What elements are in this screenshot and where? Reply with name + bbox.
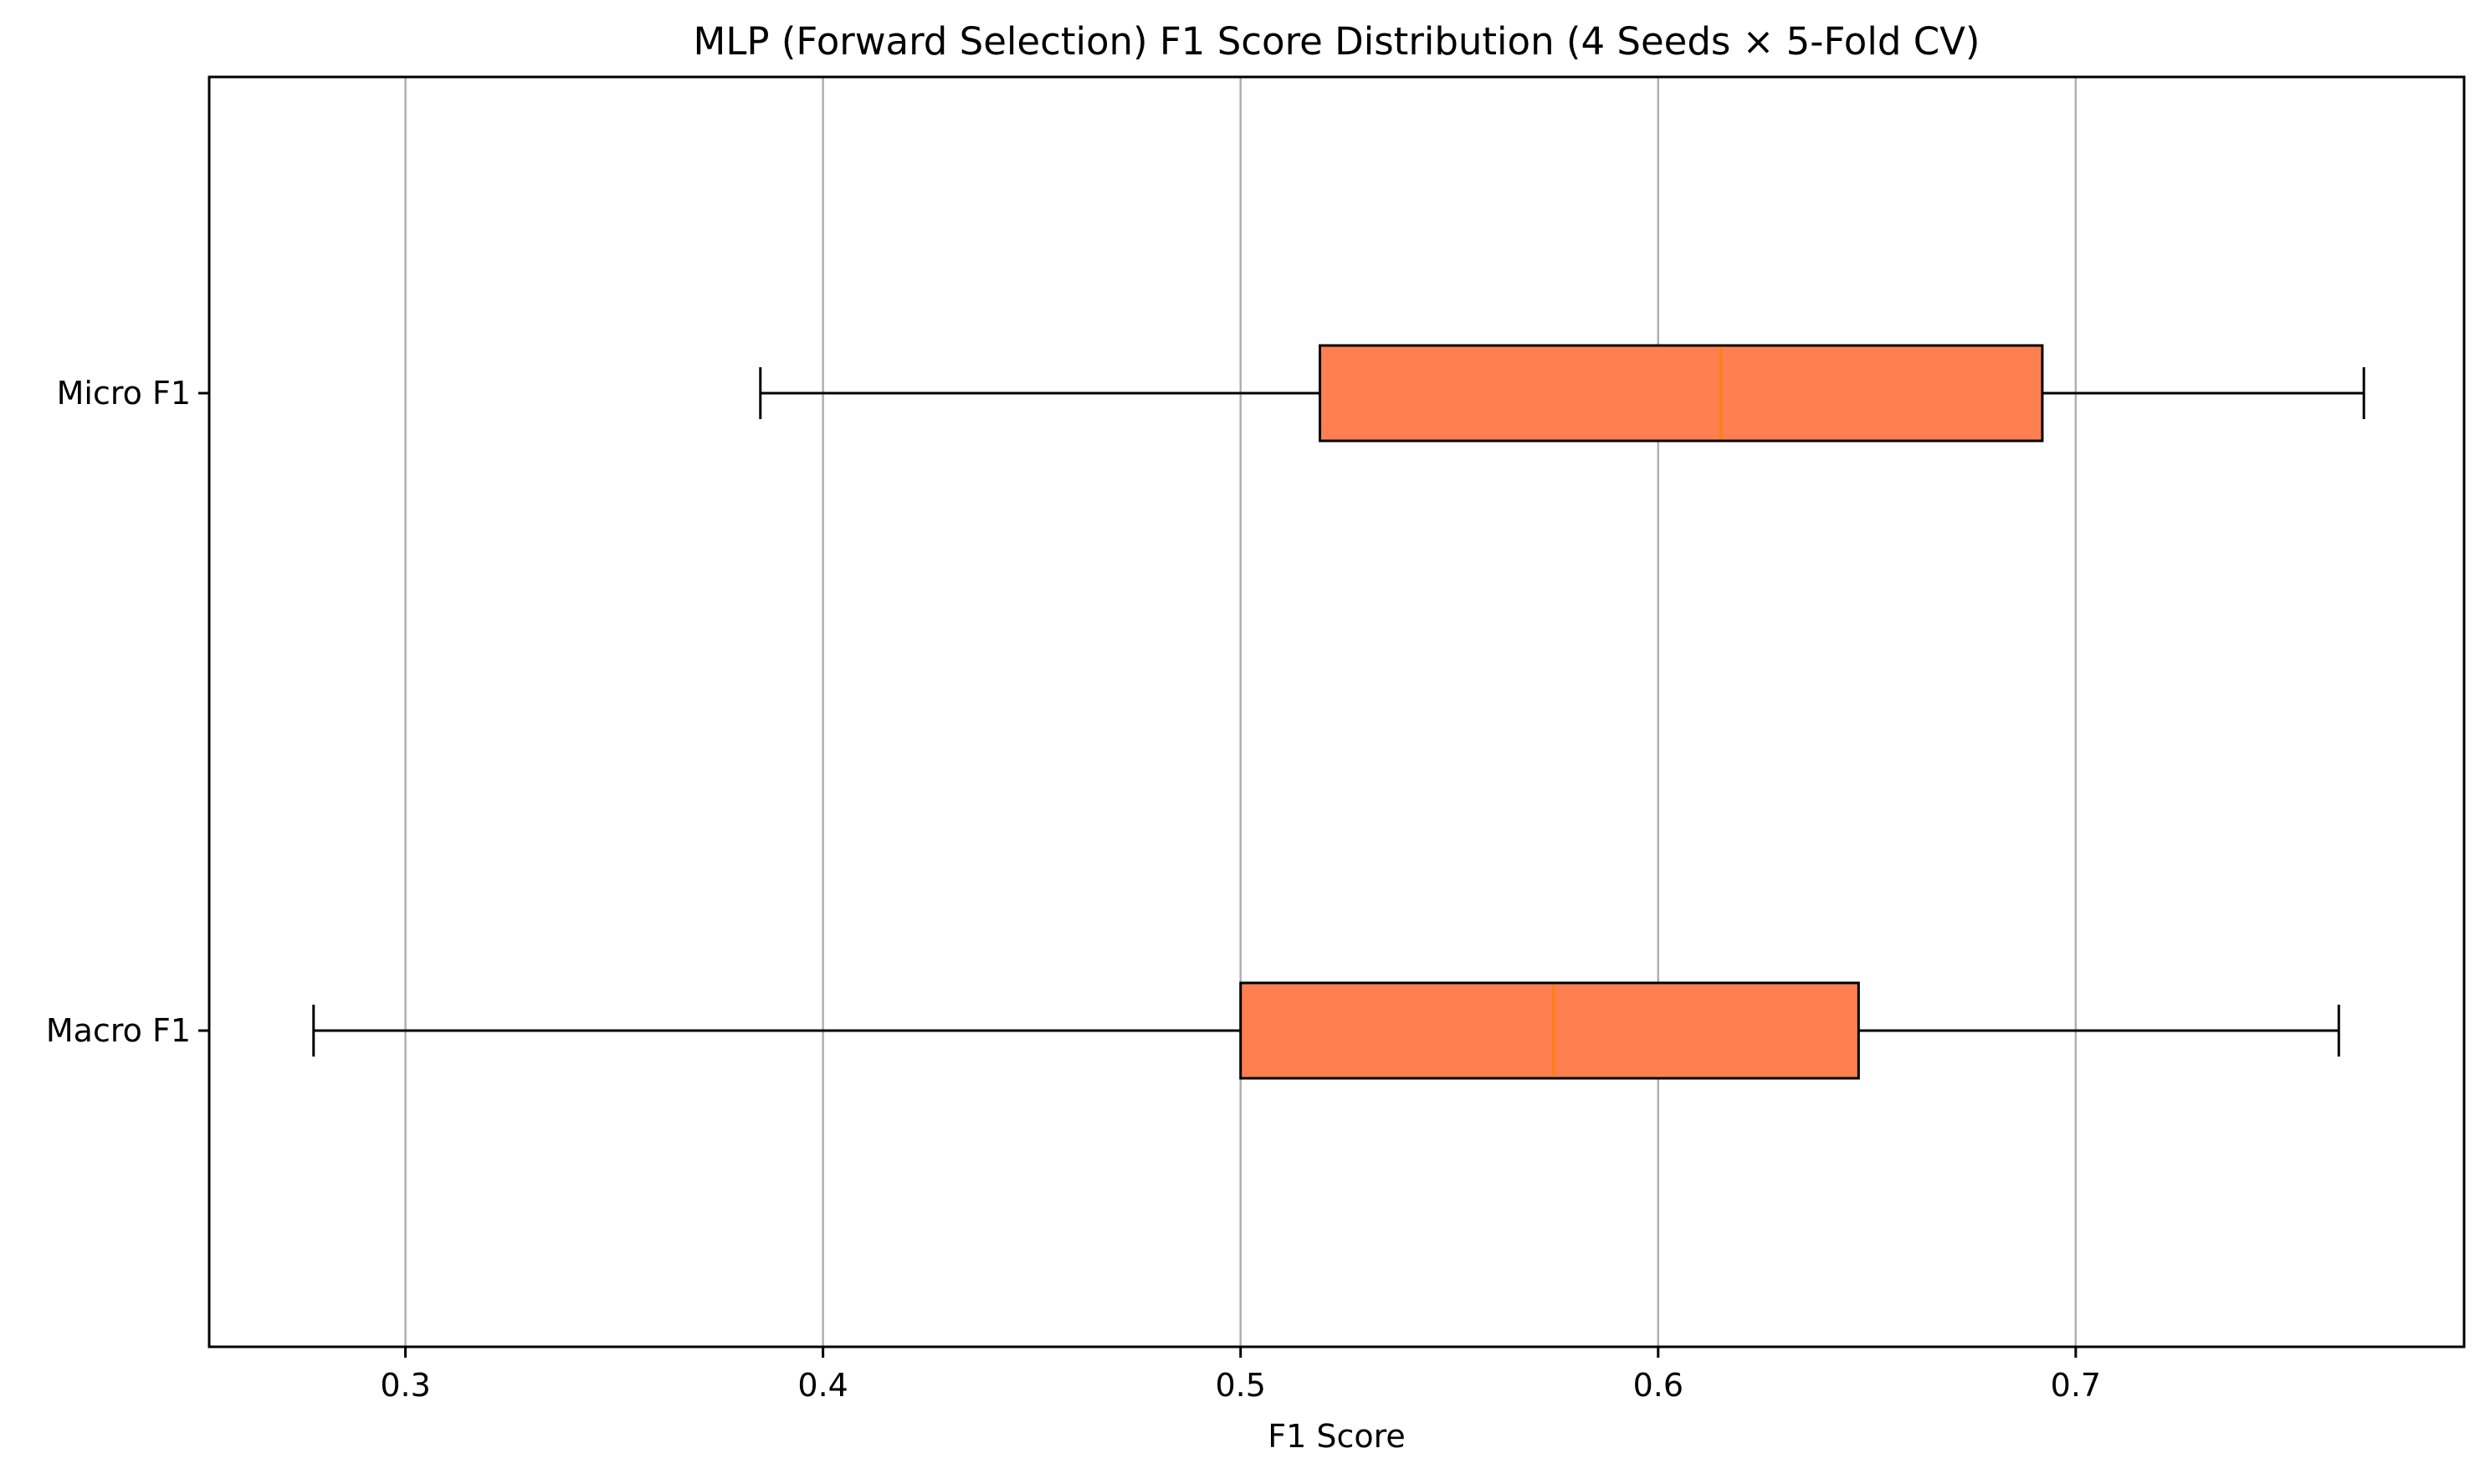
x-tick-label: 0.6 — [1633, 1367, 1683, 1404]
plot-frame — [208, 75, 2466, 1348]
box-group — [759, 344, 2365, 443]
y-tick-label: Micro F1 — [57, 375, 191, 412]
box-group — [312, 981, 2340, 1080]
tick-layer: 0.3 0.4 0.5 0.6 0.7 Micro F1 Macro F1 — [46, 375, 2101, 1404]
x-tick-label: 0.4 — [797, 1367, 848, 1404]
x-tick-label: 0.3 — [380, 1367, 430, 1404]
x-tick-label: 0.7 — [2051, 1367, 2101, 1404]
y-tick-label: Macro F1 — [46, 1012, 191, 1049]
iqr-box — [1239, 981, 1860, 1080]
box-layer — [312, 344, 2365, 1080]
grid-layer — [404, 77, 2078, 1347]
chart-title: MLP (Forward Selection) F1 Score Distrib… — [694, 19, 1980, 64]
x-tick-label: 0.5 — [1215, 1367, 1265, 1404]
iqr-box — [1319, 344, 2044, 443]
x-axis-label: F1 Score — [1268, 1418, 1406, 1455]
